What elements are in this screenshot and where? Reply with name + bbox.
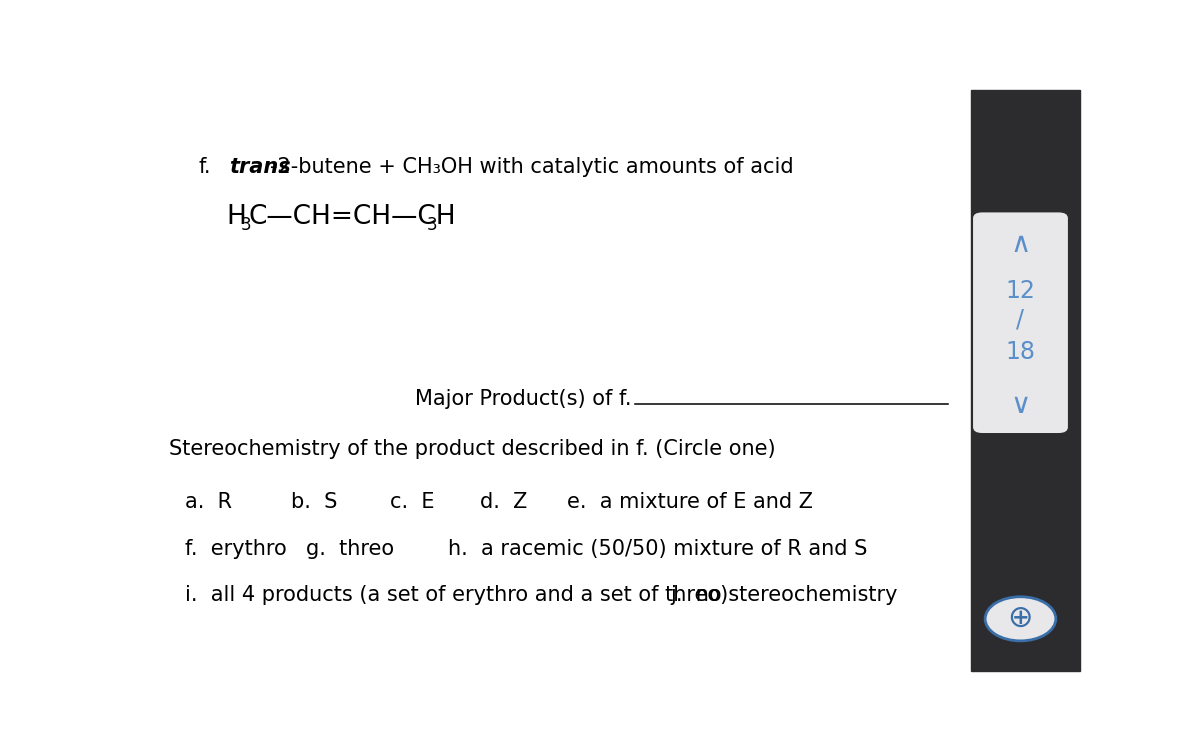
- Bar: [971, 90, 1080, 671]
- Text: 3: 3: [241, 216, 251, 234]
- Text: H: H: [227, 204, 246, 230]
- Text: ⊕: ⊕: [1008, 604, 1033, 633]
- Text: h.  a racemic (50/50) mixture of R and S: h. a racemic (50/50) mixture of R and S: [448, 538, 866, 559]
- Text: ∧: ∧: [1010, 230, 1031, 259]
- Text: ∨: ∨: [1010, 391, 1031, 419]
- Text: C—CH=CH—CH: C—CH=CH—CH: [248, 204, 456, 230]
- Text: b.  S: b. S: [292, 492, 337, 512]
- Text: a.  R: a. R: [185, 492, 233, 512]
- Text: /: /: [1016, 308, 1025, 332]
- Text: d.  Z: d. Z: [480, 492, 528, 512]
- Circle shape: [985, 596, 1056, 641]
- Text: g.  threo: g. threo: [306, 538, 395, 559]
- FancyBboxPatch shape: [973, 213, 1068, 433]
- Text: 12: 12: [1006, 279, 1036, 303]
- Text: e.  a mixture of E and Z: e. a mixture of E and Z: [566, 492, 812, 512]
- Text: f.  erythro: f. erythro: [185, 538, 287, 559]
- Text: -2-butene + CH₃OH with catalytic amounts of acid: -2-butene + CH₃OH with catalytic amounts…: [270, 158, 793, 177]
- Text: c.  E: c. E: [390, 492, 434, 512]
- Text: Stereochemistry of the product described in f. (Circle one): Stereochemistry of the product described…: [168, 439, 775, 459]
- Text: i.  all 4 products (a set of erythro and a set of threo): i. all 4 products (a set of erythro and …: [185, 585, 728, 605]
- Text: j.  no stereochemistry: j. no stereochemistry: [671, 585, 899, 605]
- Text: 18: 18: [1006, 340, 1036, 363]
- Text: Major Product(s) of f.: Major Product(s) of f.: [415, 390, 631, 409]
- Text: trans: trans: [229, 158, 290, 177]
- Text: f.: f.: [198, 158, 211, 177]
- Text: 3: 3: [426, 216, 437, 234]
